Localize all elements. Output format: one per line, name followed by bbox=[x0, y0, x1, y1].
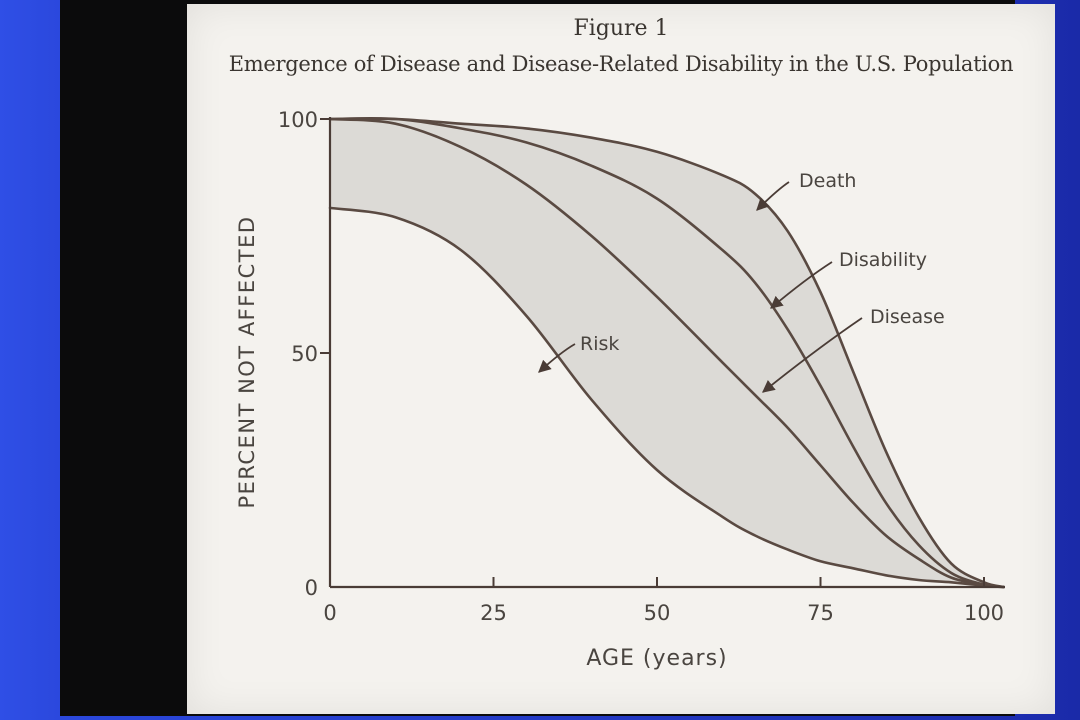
y-tick-label: 50 bbox=[291, 342, 318, 366]
figure-label: Figure 1 bbox=[573, 16, 669, 41]
chart-title: Emergence of Disease and Disease-Related… bbox=[228, 52, 1014, 76]
y-tick-label: 0 bbox=[305, 576, 318, 600]
chart-curves bbox=[328, 116, 1005, 589]
curve-labels: Death Disability Disease Risk bbox=[538, 170, 945, 393]
series-label-disease: Disease bbox=[870, 306, 945, 328]
shaded-band bbox=[330, 118, 1004, 587]
chart-axes: 0 25 50 75 100 0 50 100 bbox=[278, 108, 1005, 625]
series-line-disability bbox=[328, 116, 1005, 589]
y-tick-label: 100 bbox=[278, 108, 318, 132]
x-axis-label: AGE (years) bbox=[586, 646, 727, 671]
series-line-risk bbox=[328, 206, 1005, 589]
series-line-death bbox=[328, 117, 1005, 589]
x-tick-label: 0 bbox=[323, 601, 336, 625]
series-line-disease bbox=[328, 117, 1005, 589]
slide-frame: Figure 1 Emergence of Disease and Diseas… bbox=[60, 0, 1055, 716]
annotation-arrow-death bbox=[756, 181, 790, 211]
annotation-arrow-disability bbox=[770, 261, 833, 309]
x-tick-label: 50 bbox=[644, 601, 671, 625]
figure-paper: Figure 1 Emergence of Disease and Diseas… bbox=[187, 4, 1055, 714]
annotation-arrow-risk bbox=[538, 343, 576, 373]
annotation-arrow-disease bbox=[762, 317, 863, 393]
x-tick-label: 100 bbox=[964, 601, 1004, 625]
chart-canvas: 0 25 50 75 100 0 50 100 Death Disability Disease R… bbox=[235, 108, 1005, 671]
y-axis-label: PERCENT NOT AFFECTED bbox=[235, 215, 259, 508]
x-tick-label: 75 bbox=[807, 601, 834, 625]
series-label-death: Death bbox=[799, 170, 856, 192]
x-tick-label: 25 bbox=[480, 601, 507, 625]
series-label-risk: Risk bbox=[580, 333, 619, 355]
series-label-disability: Disability bbox=[839, 249, 927, 271]
